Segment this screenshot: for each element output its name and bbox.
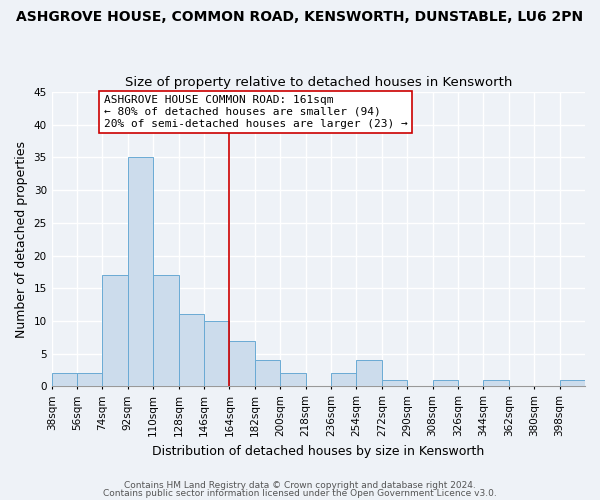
Bar xyxy=(433,380,458,386)
Bar xyxy=(331,374,356,386)
Bar xyxy=(560,380,585,386)
Bar xyxy=(77,374,103,386)
Bar xyxy=(52,374,77,386)
Bar xyxy=(280,374,305,386)
Bar xyxy=(484,380,509,386)
Text: Contains public sector information licensed under the Open Government Licence v3: Contains public sector information licen… xyxy=(103,488,497,498)
Bar xyxy=(179,314,204,386)
Bar xyxy=(204,321,229,386)
Text: ASHGROVE HOUSE COMMON ROAD: 161sqm
← 80% of detached houses are smaller (94)
20%: ASHGROVE HOUSE COMMON ROAD: 161sqm ← 80%… xyxy=(104,96,407,128)
X-axis label: Distribution of detached houses by size in Kensworth: Distribution of detached houses by size … xyxy=(152,444,484,458)
Bar xyxy=(356,360,382,386)
Bar xyxy=(128,158,153,386)
Bar xyxy=(153,275,179,386)
Bar xyxy=(255,360,280,386)
Y-axis label: Number of detached properties: Number of detached properties xyxy=(15,140,28,338)
Text: ASHGROVE HOUSE, COMMON ROAD, KENSWORTH, DUNSTABLE, LU6 2PN: ASHGROVE HOUSE, COMMON ROAD, KENSWORTH, … xyxy=(16,10,584,24)
Title: Size of property relative to detached houses in Kensworth: Size of property relative to detached ho… xyxy=(125,76,512,90)
Bar xyxy=(382,380,407,386)
Bar xyxy=(229,340,255,386)
Bar xyxy=(103,275,128,386)
Text: Contains HM Land Registry data © Crown copyright and database right 2024.: Contains HM Land Registry data © Crown c… xyxy=(124,481,476,490)
